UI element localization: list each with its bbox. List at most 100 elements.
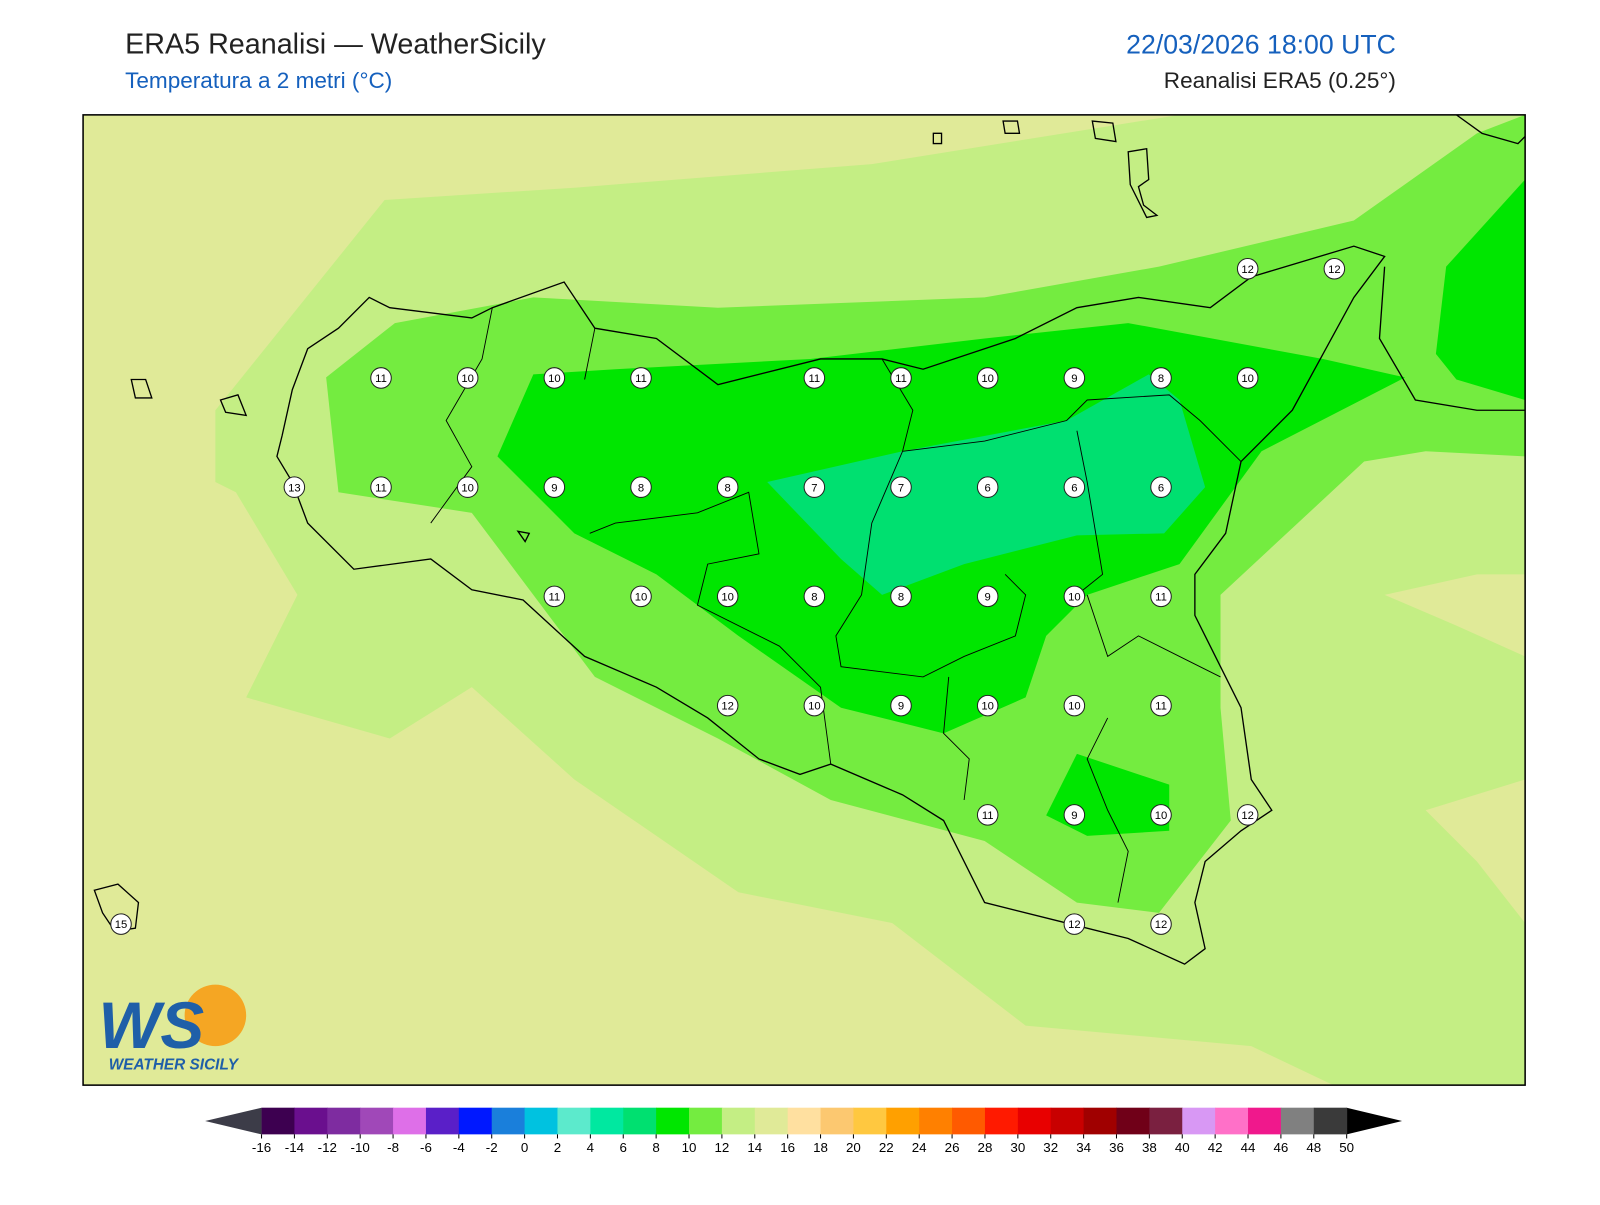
station-marker <box>456 367 479 389</box>
colorbar-box <box>623 1107 657 1135</box>
colorbar-box <box>294 1107 328 1135</box>
station-marker <box>370 367 392 389</box>
colorbar-tick-label: 42 <box>1208 1140 1223 1155</box>
station-value: 8 <box>811 592 817 604</box>
colorbar-tick-label: 8 <box>652 1140 659 1155</box>
colorbar-box <box>524 1107 558 1135</box>
station-value: 9 <box>985 592 991 604</box>
colorbar-tick-label: 24 <box>912 1140 927 1155</box>
colorbar-tick-label: -6 <box>420 1140 432 1155</box>
logo-mark: WS <box>98 989 204 1062</box>
colorbar-tick-label: 10 <box>682 1140 697 1155</box>
station-value: 10 <box>1155 810 1168 822</box>
station-value: 11 <box>895 373 907 385</box>
station-marker <box>976 694 999 717</box>
colorbar-box <box>1083 1107 1118 1135</box>
station-marker <box>1063 694 1086 717</box>
colorbar-tick-label: 36 <box>1109 1140 1124 1155</box>
colorbar-tick-label: 18 <box>813 1140 828 1155</box>
station-marker <box>1063 585 1086 608</box>
colorbar-box <box>557 1107 591 1135</box>
station-marker <box>1150 694 1172 717</box>
station-marker <box>803 476 826 498</box>
colorbar-box <box>458 1107 493 1135</box>
station-value: 8 <box>638 482 644 494</box>
colorbar-box <box>952 1107 986 1135</box>
colorbar-tick-label: 16 <box>780 1140 795 1155</box>
station-value: 9 <box>1071 373 1077 385</box>
station-value: 10 <box>1068 592 1081 604</box>
colorbar-box <box>984 1107 1019 1135</box>
station-value: 11 <box>809 373 821 385</box>
colorbar-tick-label: 34 <box>1076 1140 1091 1155</box>
colorbar-under <box>205 1107 262 1135</box>
station-marker <box>890 367 912 389</box>
colorbar-tick-label: 0 <box>521 1140 528 1155</box>
station-marker <box>1063 913 1086 935</box>
station-marker <box>976 585 999 608</box>
colorbar-tick-label: -16 <box>252 1140 271 1155</box>
station-value: 9 <box>551 482 557 494</box>
station-marker <box>803 694 826 717</box>
colorbar-tick-label: 22 <box>879 1140 894 1155</box>
colorbar-tick-label: -12 <box>318 1140 337 1155</box>
colorbar-box <box>1182 1107 1216 1135</box>
station-marker <box>543 367 566 389</box>
station-marker <box>976 476 999 498</box>
datetime: 22/03/2026 18:00 UTC <box>1126 29 1396 59</box>
station-marker <box>630 367 652 389</box>
colorbar-tick-label: -10 <box>351 1140 370 1155</box>
station-marker <box>890 694 912 717</box>
station-value: 11 <box>635 373 647 385</box>
station-value: 12 <box>1241 810 1254 822</box>
colorbar-box <box>787 1107 822 1135</box>
station-value: 6 <box>985 482 991 494</box>
colorbar-tick-label: -14 <box>285 1140 305 1155</box>
station-value: 12 <box>1328 264 1341 276</box>
colorbar-tick-label: -4 <box>453 1140 465 1155</box>
station-marker <box>1063 367 1086 389</box>
station-value: 11 <box>1155 592 1167 604</box>
station-marker <box>370 476 392 498</box>
station-value: 12 <box>721 701 734 713</box>
station-value: 11 <box>375 482 387 494</box>
colorbar-tick-label: 48 <box>1306 1140 1321 1155</box>
logo-sun <box>184 984 247 1047</box>
colorbar-tick-label: 6 <box>620 1140 627 1155</box>
colorbar-box <box>1017 1107 1052 1135</box>
station-value: 10 <box>808 701 821 713</box>
station-marker <box>1150 913 1172 935</box>
station-value: 10 <box>1068 701 1081 713</box>
station-marker <box>803 585 826 608</box>
sicily-coastline <box>276 245 1386 965</box>
colorbar-box <box>886 1107 920 1135</box>
station-value: 12 <box>1068 919 1081 931</box>
station-marker <box>110 913 132 935</box>
station-marker <box>1150 476 1172 498</box>
source: Reanalisi ERA5 (0.25°) <box>1164 68 1396 93</box>
station-value: 11 <box>1155 701 1167 713</box>
colorbar-box <box>1215 1107 1249 1135</box>
station-value: 7 <box>898 482 904 494</box>
colorbar-tick-label: 30 <box>1010 1140 1025 1155</box>
colorbar: -16 -14 -12 -10 -8 -6 -4 -2 0 2 4 6 8 10 12 14 16 18 20 22 2… <box>205 1107 1403 1155</box>
station-value: 10 <box>981 373 994 385</box>
map-frame <box>82 114 1526 1086</box>
station-value: 13 <box>288 482 301 494</box>
colorbar-box <box>393 1107 427 1135</box>
station-value: 12 <box>1155 919 1168 931</box>
colorbar-box <box>261 1107 295 1135</box>
station-marker <box>543 476 566 498</box>
colorbar-box <box>919 1107 953 1135</box>
colorbar-tick-label: 40 <box>1175 1140 1190 1155</box>
station-value: 10 <box>1241 373 1254 385</box>
colorbar-box <box>1116 1107 1150 1135</box>
station-marker <box>1236 804 1259 826</box>
station-marker <box>630 585 652 608</box>
station-marker <box>543 585 566 608</box>
colorbar-tick-label: 50 <box>1339 1140 1354 1155</box>
colorbar-tick-label: 26 <box>945 1140 960 1155</box>
station-marker <box>456 476 479 498</box>
